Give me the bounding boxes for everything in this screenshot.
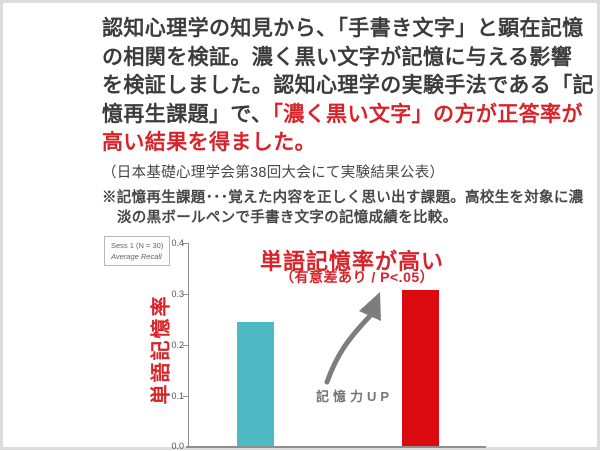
x-axis-line [186, 446, 486, 448]
chart-legend: Sess 1 (N = 30) Average Recall [104, 236, 171, 266]
up-arrow-icon [323, 290, 393, 385]
y-tick-label: 0.2 [171, 340, 184, 350]
intro-line-black: 認知心理学の知見から、「手書き文字」と顕在記憶 [102, 17, 584, 40]
intro-line-red: 「濃く黒い文字」の方が正答率が [272, 102, 583, 126]
y-tick-mark [183, 396, 188, 397]
intro-line: 認知心理学の知見から、「手書き文字」と顕在記憶 [102, 15, 588, 44]
intro-line: を検証しました。認知心理学の実験手法である「記 [102, 72, 594, 101]
intro-line-red: 高い結果を得ました。 [102, 131, 316, 154]
memory-up-annotation: 記憶力UP [316, 389, 394, 404]
intro-line-black: 憶再生課題」で、 [102, 102, 273, 126]
y-tick-label: 0.4 [171, 238, 184, 248]
source-note: （日本基礎心理学会第38回大会にて実験結果公表） [102, 165, 445, 181]
legend-line-2: Average Recall [111, 252, 162, 261]
y-tick-label: 0.1 [171, 391, 184, 401]
y-tick-mark [183, 345, 188, 346]
chart-subtitle: （有意差あり / P<.05） [280, 269, 435, 285]
y-tick-mark [183, 294, 188, 295]
intro-line: 憶再生課題」で、「濃く黒い文字」の方が正答率が [102, 101, 588, 130]
footnote: ※記憶再生課題･･･覚えた内容を正しく思い出す課題。高校生を対象に濃 淡の黒ボー… [102, 188, 583, 228]
footnote-line-2: 淡の黒ボールペンで手書き文字の記憶成績を比較。 [117, 210, 458, 226]
intro-line-black: の相関を検証。濃く黒い文字が記憶に与える影響 [102, 45, 573, 69]
intro-line: の相関を検証。濃く黒い文字が記憶に与える影響 [102, 44, 588, 73]
intro-line-black: を検証しました。認知心理学の実験手法である「記 [102, 74, 594, 97]
y-tick-label: 0.3 [171, 289, 184, 299]
chart-plot-area [188, 243, 486, 447]
footnote-line-1: ※記憶再生課題･･･覚えた内容を正しく思い出す課題。高校生を対象に濃 [102, 190, 584, 206]
y-tick-mark [183, 243, 188, 244]
bar-dark-ink [402, 290, 439, 446]
bar-light-ink [237, 322, 274, 446]
legend-line-1: Sess 1 (N = 30) [111, 241, 164, 250]
y-tick-label: 0.0 [171, 441, 184, 451]
chart-title: 単語記憶率が高い [260, 249, 445, 274]
intro-line: 高い結果を得ました。 [102, 129, 588, 158]
intro-paragraph: 認知心理学の知見から、「手書き文字」と顕在記憶 の相関を検証。濃く黒い文字が記憶… [102, 15, 594, 158]
